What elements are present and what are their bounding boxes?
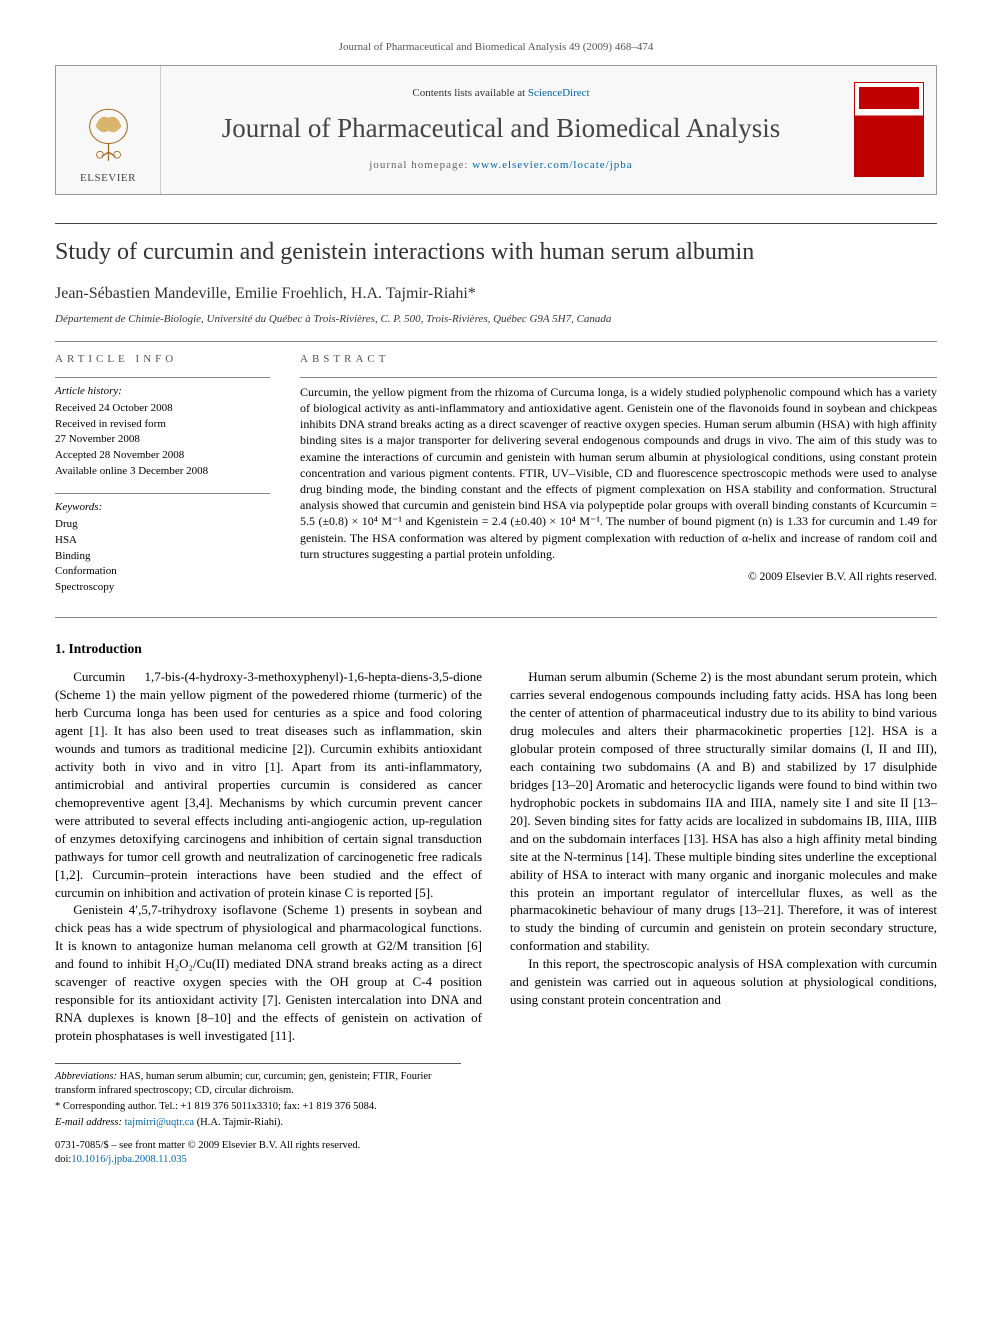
abbreviations: Abbreviations: HAS, human serum albumin;… — [55, 1070, 461, 1098]
header-center: Contents lists available at ScienceDirec… — [161, 66, 841, 194]
email-link[interactable]: tajmirri@uqtr.ca — [122, 1117, 194, 1128]
divider — [55, 223, 937, 224]
elsevier-logo-icon — [81, 105, 136, 165]
homepage-line: journal homepage: www.elsevier.com/locat… — [369, 158, 632, 173]
page: Journal of Pharmaceutical and Biomedical… — [0, 0, 992, 1197]
divider — [55, 617, 937, 618]
history-line: Received 24 October 2008 — [55, 401, 270, 416]
sciencedirect-link[interactable]: ScienceDirect — [528, 87, 590, 99]
info-heading: ARTICLE INFO — [55, 352, 270, 367]
footnotes: Abbreviations: HAS, human serum albumin;… — [55, 1063, 461, 1131]
homepage-link[interactable]: www.elsevier.com/locate/jpba — [472, 159, 632, 171]
paragraph: Human serum albumin (Scheme 2) is the mo… — [510, 668, 937, 955]
divider — [300, 377, 937, 378]
section-heading: 1. Introduction — [55, 640, 937, 658]
email-line: E-mail address: tajmirri@uqtr.ca (H.A. T… — [55, 1116, 461, 1130]
abstract-heading: ABSTRACT — [300, 352, 937, 367]
authors: Jean-Sébastien Mandeville, Emilie Froehl… — [55, 283, 937, 305]
body-text: Curcumin 1,7-bis-(4-hydroxy-3-methoxyphe… — [55, 668, 937, 1045]
header-right — [841, 66, 936, 194]
keyword: Drug — [55, 517, 270, 532]
publisher-name: ELSEVIER — [80, 171, 136, 186]
keywords-label: Keywords: — [55, 500, 270, 515]
divider — [55, 341, 937, 342]
copyright: © 2009 Elsevier B.V. All rights reserved… — [300, 570, 937, 586]
homepage-prefix: journal homepage: — [369, 159, 472, 171]
history-line: 27 November 2008 — [55, 432, 270, 447]
affiliation: Département de Chimie-Biologie, Universi… — [55, 312, 937, 327]
history-label: Article history: — [55, 384, 270, 399]
doi-link[interactable]: 10.1016/j.jpba.2008.11.035 — [71, 1154, 186, 1165]
keyword: Binding — [55, 549, 270, 564]
info-abstract-row: ARTICLE INFO Article history: Received 2… — [55, 352, 937, 609]
corresponding-author: * Corresponding author. Tel.: +1 819 376… — [55, 1100, 461, 1114]
email-label: E-mail address: — [55, 1117, 122, 1128]
keywords-block: Keywords: Drug HSA Binding Conformation … — [55, 493, 270, 595]
paragraph: Curcumin 1,7-bis-(4-hydroxy-3-methoxyphe… — [55, 668, 482, 901]
keyword: Conformation — [55, 564, 270, 579]
contents-line: Contents lists available at ScienceDirec… — [412, 86, 589, 101]
history-line: Accepted 28 November 2008 — [55, 448, 270, 463]
paragraph: Genistein 4′,5,7-trihydroxy isoflavone (… — [55, 901, 482, 1045]
article-history: Article history: Received 24 October 200… — [55, 377, 270, 479]
keyword: Spectroscopy — [55, 580, 270, 595]
front-matter: 0731-7085/$ – see front matter © 2009 El… — [55, 1139, 937, 1153]
running-head: Journal of Pharmaceutical and Biomedical… — [55, 40, 937, 55]
publisher-block: ELSEVIER — [56, 66, 161, 194]
doi-prefix: doi: — [55, 1154, 71, 1165]
article-info: ARTICLE INFO Article history: Received 2… — [55, 352, 270, 609]
contents-prefix: Contents lists available at — [412, 87, 527, 99]
abstract-text: Curcumin, the yellow pigment from the rh… — [300, 384, 937, 562]
history-line: Available online 3 December 2008 — [55, 464, 270, 479]
keyword: HSA — [55, 533, 270, 548]
abstract: ABSTRACT Curcumin, the yellow pigment fr… — [300, 352, 937, 609]
journal-title: Journal of Pharmaceutical and Biomedical… — [222, 113, 781, 144]
history-line: Received in revised form — [55, 417, 270, 432]
journal-cover-icon — [854, 82, 924, 177]
doi-block: 0731-7085/$ – see front matter © 2009 El… — [55, 1139, 937, 1167]
paragraph: In this report, the spectroscopic analys… — [510, 955, 937, 1009]
journal-header: ELSEVIER Contents lists available at Sci… — [55, 65, 937, 195]
article-title: Study of curcumin and genistein interact… — [55, 238, 937, 267]
doi-line: doi:10.1016/j.jpba.2008.11.035 — [55, 1153, 937, 1167]
abbrev-label: Abbreviations: — [55, 1071, 117, 1082]
email-who: (H.A. Tajmir-Riahi). — [194, 1117, 283, 1128]
